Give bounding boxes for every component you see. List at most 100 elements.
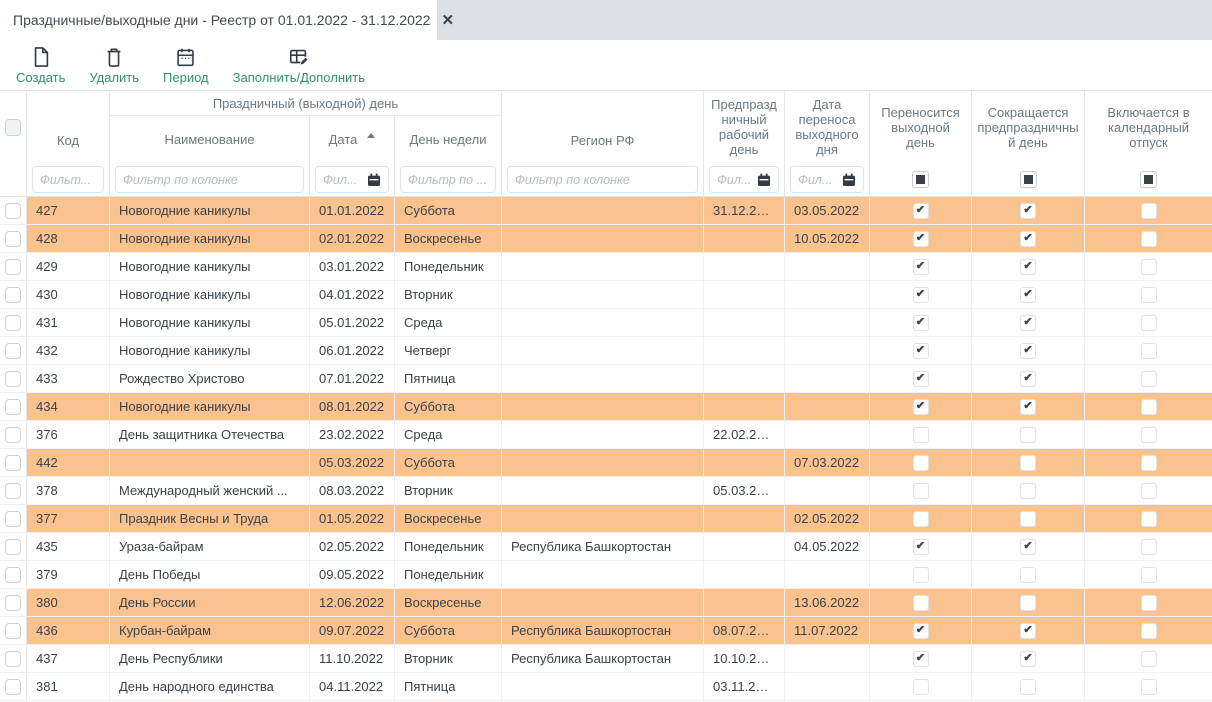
table-row[interactable]: 381 День народного единства 04.11.2022 П… [0, 673, 1212, 701]
fill-button[interactable]: Заполнить/Дополнить [221, 45, 377, 86]
table-row[interactable]: 433 Рождество Христово 07.01.2022 Пятниц… [0, 365, 1212, 393]
select-all-checkbox[interactable] [5, 118, 21, 136]
column-header-is-shortened[interactable]: Сокращается предпраздничный день [972, 91, 1085, 163]
table-row[interactable]: 432 Новогодние каникулы 06.01.2022 Четве… [0, 337, 1212, 365]
checkbox-is-shortened[interactable] [1020, 314, 1036, 331]
period-button[interactable]: Период [151, 45, 221, 86]
row-select-checkbox[interactable] [5, 202, 21, 219]
checkbox-in-vacation[interactable] [1140, 678, 1157, 695]
checkbox-is-transferred[interactable] [912, 258, 929, 275]
checkbox-in-vacation[interactable] [1140, 594, 1157, 611]
checkbox-is-transferred[interactable] [912, 286, 929, 303]
checkbox-is-transferred[interactable] [912, 510, 929, 527]
filter-checkbox-in-vacation[interactable] [1140, 171, 1157, 188]
checkbox-is-shortened[interactable] [1020, 342, 1036, 359]
table-row[interactable]: 430 Новогодние каникулы 04.01.2022 Вторн… [0, 281, 1212, 309]
checkbox-is-transferred[interactable] [912, 454, 929, 471]
checkbox-is-shortened[interactable] [1020, 230, 1036, 247]
table-row[interactable]: 377 Праздник Весны и Труда 01.05.2022 Во… [0, 505, 1212, 533]
checkbox-in-vacation[interactable] [1140, 426, 1157, 443]
row-select-checkbox[interactable] [5, 286, 21, 303]
checkbox-in-vacation[interactable] [1140, 230, 1157, 247]
row-select-checkbox[interactable] [5, 538, 21, 555]
column-header-preholiday[interactable]: Предпраздничный рабочий день [704, 91, 785, 163]
checkbox-in-vacation[interactable] [1140, 650, 1157, 667]
checkbox-is-transferred[interactable] [912, 594, 929, 611]
row-select-checkbox[interactable] [5, 454, 21, 471]
checkbox-in-vacation[interactable] [1140, 622, 1157, 639]
table-row[interactable]: 427 Новогодние каникулы 01.01.2022 Суббо… [0, 197, 1212, 225]
column-header-in-vacation[interactable]: Включается в календарный отпуск [1107, 104, 1190, 150]
checkbox-is-shortened[interactable] [1020, 482, 1036, 499]
checkbox-is-transferred[interactable] [912, 202, 929, 219]
checkbox-is-transferred[interactable] [912, 678, 929, 695]
checkbox-is-shortened[interactable] [1020, 426, 1036, 443]
checkbox-in-vacation[interactable] [1140, 454, 1157, 471]
checkbox-is-shortened[interactable] [1020, 538, 1036, 555]
column-header-name[interactable]: Наименование [110, 116, 310, 163]
checkbox-is-transferred[interactable] [912, 370, 929, 387]
column-header-is-transferred[interactable]: Переносится выходной день [870, 91, 972, 163]
row-select-checkbox[interactable] [5, 398, 21, 415]
checkbox-is-shortened[interactable] [1020, 398, 1036, 415]
calendar-picker-icon[interactable] [842, 173, 856, 187]
checkbox-is-shortened[interactable] [1020, 202, 1036, 219]
checkbox-in-vacation[interactable] [1140, 286, 1157, 303]
checkbox-in-vacation[interactable] [1140, 538, 1157, 555]
column-header-region[interactable]: Регион РФ [502, 91, 704, 163]
filter-checkbox-is-shortened[interactable] [1019, 171, 1037, 188]
checkbox-is-transferred[interactable] [912, 342, 929, 359]
filter-input-name[interactable] [123, 172, 296, 187]
tab-holidays-registry[interactable]: Праздничные/выходные дни - Реестр от 01.… [0, 0, 454, 40]
row-select-checkbox[interactable] [5, 594, 21, 611]
checkbox-is-shortened[interactable] [1020, 678, 1036, 695]
checkbox-in-vacation[interactable] [1140, 370, 1157, 387]
checkbox-in-vacation[interactable] [1140, 342, 1157, 359]
filter-input-weekday[interactable] [408, 172, 488, 187]
checkbox-is-transferred[interactable] [912, 538, 929, 555]
column-header-weekday[interactable]: День недели [395, 116, 502, 163]
checkbox-in-vacation[interactable] [1140, 258, 1157, 275]
checkbox-is-shortened[interactable] [1020, 454, 1036, 471]
checkbox-is-shortened[interactable] [1020, 566, 1036, 583]
row-select-checkbox[interactable] [5, 566, 21, 583]
checkbox-in-vacation[interactable] [1140, 314, 1157, 331]
filter-input-preholiday[interactable] [717, 172, 754, 187]
checkbox-is-shortened[interactable] [1020, 286, 1036, 303]
checkbox-is-shortened[interactable] [1020, 510, 1036, 527]
column-header-date[interactable]: Дата [310, 116, 395, 163]
checkbox-is-transferred[interactable] [912, 622, 929, 639]
filter-input-transfer-date[interactable] [798, 172, 839, 187]
column-header-transfer-date[interactable]: Дата переноса выходного дня [785, 91, 870, 163]
filter-checkbox-is-transferred[interactable] [912, 171, 929, 188]
filter-input-date[interactable] [323, 172, 364, 187]
checkbox-is-transferred[interactable] [912, 398, 929, 415]
row-select-checkbox[interactable] [5, 678, 21, 695]
checkbox-is-shortened[interactable] [1020, 594, 1036, 611]
tab-close-icon[interactable]: ✕ [441, 11, 455, 29]
checkbox-is-transferred[interactable] [912, 426, 929, 443]
row-select-checkbox[interactable] [5, 230, 21, 247]
checkbox-is-shortened[interactable] [1020, 622, 1036, 639]
calendar-picker-icon[interactable] [757, 173, 771, 187]
table-row[interactable]: 378 Международный женский ... 08.03.2022… [0, 477, 1212, 505]
checkbox-is-transferred[interactable] [912, 314, 929, 331]
row-select-checkbox[interactable] [5, 510, 21, 527]
table-row[interactable]: 435 Ураза-байрам 02.05.2022 Понедельник … [0, 533, 1212, 561]
checkbox-in-vacation[interactable] [1140, 482, 1157, 499]
row-select-checkbox[interactable] [5, 426, 21, 443]
create-button[interactable]: Создать [4, 45, 77, 86]
filter-input-code[interactable] [40, 172, 96, 187]
delete-button[interactable]: Удалить [77, 45, 151, 86]
table-row[interactable]: 379 День Победы 09.05.2022 Понедельник [0, 561, 1212, 589]
row-select-checkbox[interactable] [5, 314, 21, 331]
table-row[interactable]: 380 День России 12.06.2022 Воскресенье 1… [0, 589, 1212, 617]
row-select-checkbox[interactable] [5, 482, 21, 499]
checkbox-is-transferred[interactable] [912, 482, 929, 499]
checkbox-is-shortened[interactable] [1020, 370, 1036, 387]
row-select-checkbox[interactable] [5, 622, 21, 639]
filter-input-region[interactable] [515, 172, 690, 187]
table-row[interactable]: 437 День Республики 11.10.2022 Вторник Р… [0, 645, 1212, 673]
column-header-code[interactable]: Код [27, 91, 110, 163]
checkbox-in-vacation[interactable] [1140, 398, 1157, 415]
